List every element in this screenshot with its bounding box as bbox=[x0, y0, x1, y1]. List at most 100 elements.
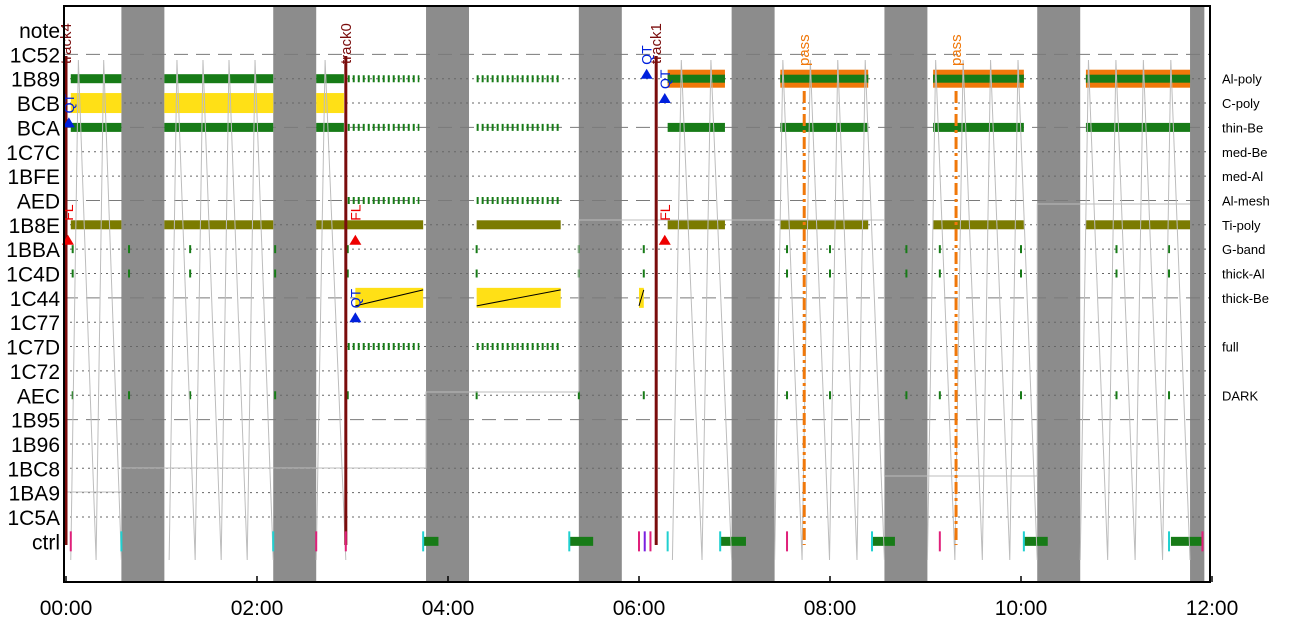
sawtooth-trace bbox=[315, 59, 347, 561]
right-label: thick-Be bbox=[1222, 291, 1269, 306]
bar-segment bbox=[164, 220, 274, 230]
gray-staircase bbox=[66, 59, 1191, 561]
right-label: Ti-poly bbox=[1222, 218, 1261, 233]
y-tick-label: 1B8E bbox=[9, 215, 60, 238]
sawtooth-trace bbox=[926, 59, 1038, 561]
plot-frame bbox=[63, 5, 1211, 583]
track-label: track1 bbox=[648, 23, 665, 64]
x-tick-label: 12:00 bbox=[1186, 597, 1239, 620]
y-tick-label: 1C4D bbox=[6, 264, 60, 287]
gray-band bbox=[1190, 6, 1205, 582]
right-label: med-Be bbox=[1222, 145, 1268, 160]
y-tick-label: 1C44 bbox=[10, 288, 61, 311]
pass-label: pass bbox=[796, 34, 813, 66]
fl-label: FL bbox=[347, 204, 363, 221]
y-tick-label: ctrl bbox=[32, 531, 60, 554]
y-tick-label: AED bbox=[17, 190, 60, 213]
bar-segment bbox=[1023, 536, 1048, 546]
staircase-trace bbox=[66, 203, 1191, 493]
right-labels: Al-poly C-poly thin-Be med-Be med-Al Al-mesh T… bbox=[1222, 72, 1270, 404]
y-tick-label: 1BBA bbox=[6, 239, 60, 262]
bar-segment bbox=[316, 93, 344, 114]
right-label: med-Al bbox=[1222, 169, 1263, 184]
bar-segment bbox=[1085, 122, 1191, 132]
y-tick-label: AEC bbox=[17, 385, 60, 408]
bar-segment bbox=[933, 122, 1024, 132]
bar-segment bbox=[667, 74, 725, 83]
bar-segment bbox=[780, 74, 869, 83]
qt-label: QT bbox=[639, 45, 655, 65]
gray-band bbox=[426, 6, 470, 582]
qt-triangle bbox=[658, 93, 671, 104]
qt-triangle bbox=[349, 312, 362, 323]
y-tick-label: 1B95 bbox=[11, 410, 60, 433]
data-segments bbox=[70, 69, 1203, 546]
sawtooth-trace bbox=[774, 59, 885, 561]
pass-label: pass bbox=[948, 34, 965, 66]
x-tick-label: 06:00 bbox=[613, 597, 666, 620]
y-axis-labels: note1C521B89BCBBCA1C7C1BFEAED1B8E1BBA1C4… bbox=[6, 20, 60, 554]
bar-segment bbox=[780, 122, 869, 132]
gray-band bbox=[121, 6, 165, 582]
y-tick-label: 1BC8 bbox=[7, 458, 60, 481]
sawtooth-trace bbox=[168, 59, 274, 561]
right-label: Al-poly bbox=[1222, 72, 1262, 87]
fl-triangle bbox=[349, 234, 362, 245]
bar-segment bbox=[667, 122, 725, 132]
x-tick-label: 08:00 bbox=[804, 597, 857, 620]
right-label: Al-mesh bbox=[1222, 193, 1270, 208]
gray-band bbox=[273, 6, 317, 582]
x-tick-label: 00:00 bbox=[40, 597, 93, 620]
bar-segment bbox=[164, 122, 274, 132]
bar-diagonal bbox=[638, 289, 645, 306]
qt-label: QT bbox=[347, 288, 363, 308]
bar-segment bbox=[164, 74, 274, 84]
right-label: DARK bbox=[1222, 388, 1258, 403]
right-label: thick-Al bbox=[1222, 267, 1265, 282]
y-tick-label: 1C52 bbox=[10, 44, 60, 67]
y-tick-label: 1B96 bbox=[11, 434, 60, 457]
bar-segment bbox=[316, 74, 344, 84]
right-label: C-poly bbox=[1222, 96, 1260, 111]
gray-band bbox=[1037, 6, 1081, 582]
bar-segment bbox=[70, 93, 122, 114]
bar-segment bbox=[933, 220, 1024, 230]
qt-triangle bbox=[62, 117, 75, 128]
qt-triangle bbox=[640, 68, 653, 79]
gray-band bbox=[731, 6, 775, 582]
bar-segment bbox=[423, 536, 439, 546]
y-tick-label: BCB bbox=[17, 93, 60, 116]
track-label: track0 bbox=[338, 23, 355, 64]
bar-diagonal bbox=[476, 289, 561, 307]
right-label: full bbox=[1222, 340, 1239, 355]
gray-bands bbox=[121, 6, 1205, 582]
bar-segment bbox=[720, 536, 746, 546]
sawtooth-trace bbox=[70, 59, 122, 561]
bar-segment bbox=[780, 220, 869, 230]
x-tick-label: 02:00 bbox=[231, 597, 284, 620]
bar-segment bbox=[316, 220, 424, 230]
y-tick-label: note bbox=[19, 20, 60, 43]
bar-segment bbox=[476, 220, 561, 230]
gray-band bbox=[578, 6, 622, 582]
bar-diagonal bbox=[355, 289, 424, 307]
bar-segment bbox=[316, 122, 344, 132]
sawtooth-trace bbox=[1079, 59, 1191, 561]
right-label: G-band bbox=[1222, 242, 1265, 257]
qt-label: QT bbox=[657, 69, 673, 89]
bar-segment bbox=[70, 122, 122, 132]
y-tick-label: 1B89 bbox=[11, 69, 60, 92]
y-tick-label: 1C7D bbox=[6, 337, 60, 360]
y-tick-label: 1BFE bbox=[7, 166, 60, 189]
right-label: thin-Be bbox=[1222, 120, 1263, 135]
x-tick-label: 04:00 bbox=[422, 597, 475, 620]
bar-segment bbox=[1085, 74, 1191, 83]
bar-segment bbox=[1170, 536, 1203, 546]
fl-label: FL bbox=[60, 204, 76, 221]
bar-segment bbox=[70, 220, 122, 230]
bar-segment bbox=[667, 220, 725, 230]
bar-segment bbox=[1085, 220, 1191, 230]
fl-triangle bbox=[658, 234, 671, 245]
